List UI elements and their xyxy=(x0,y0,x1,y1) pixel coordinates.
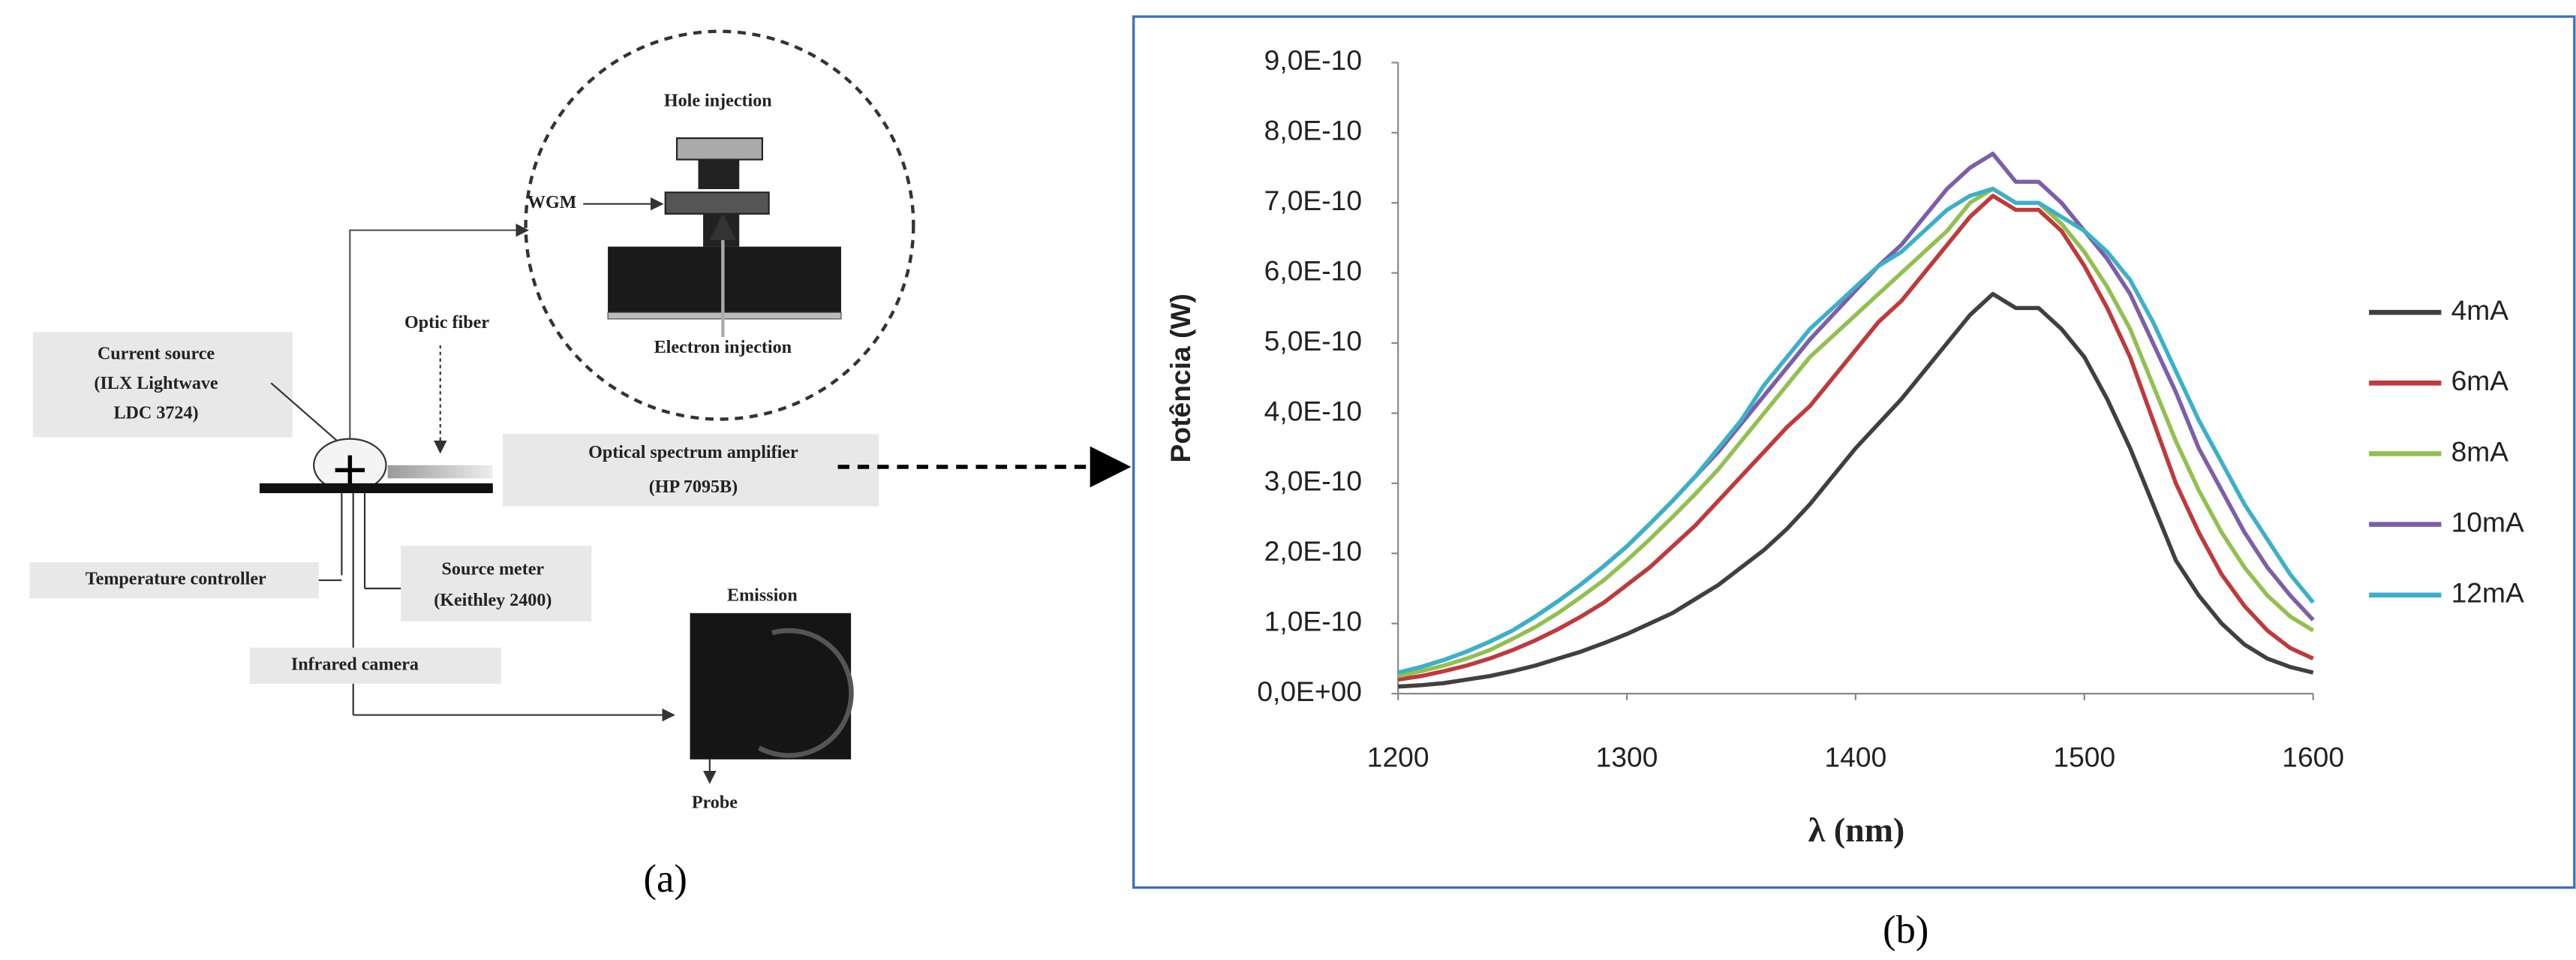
y-tick-label: 4,0E-10 xyxy=(1264,395,1362,426)
label: Emission xyxy=(727,585,798,605)
connector xyxy=(270,382,338,441)
box xyxy=(249,647,501,684)
label: Optic fiber xyxy=(404,313,489,333)
contact xyxy=(675,137,763,161)
line-series xyxy=(1397,186,2315,679)
legend-label: 12mA xyxy=(2451,577,2524,609)
box xyxy=(29,561,319,599)
label: Temperature controller xyxy=(86,570,266,589)
y-tick-label: 9,0E-10 xyxy=(1264,44,1362,76)
y-tick-label: 6,0E-10 xyxy=(1264,254,1362,286)
legend-label: 6mA xyxy=(2451,365,2509,396)
y-tick-label: 0,0E+00 xyxy=(1257,676,1362,707)
fiber xyxy=(387,465,493,479)
caption: (b) xyxy=(1883,908,1928,952)
y-axis-title: Potência (W) xyxy=(1165,293,1196,462)
label: (HP 7095B) xyxy=(649,477,738,497)
box xyxy=(502,434,879,507)
label: Optical spectrum amplifier xyxy=(588,443,798,462)
label: Source meter xyxy=(442,559,545,579)
legend-label: 4mA xyxy=(2451,294,2509,326)
y-tick-label: 3,0E-10 xyxy=(1264,465,1362,497)
y-tick-label: 8,0E-10 xyxy=(1264,115,1362,146)
label: Current source xyxy=(98,345,215,364)
y-tick-label: 5,0E-10 xyxy=(1264,325,1362,357)
label: Electron injection xyxy=(654,338,792,357)
line-series xyxy=(1397,186,2315,675)
connector xyxy=(349,223,529,441)
x-tick-label: 1400 xyxy=(1825,742,1887,773)
x-tick-label: 1300 xyxy=(1596,742,1658,773)
plot: 0,0E+00 1,0E-10 2,0E-10 3,0E-10 4,0E-10 5,0E-… xyxy=(1257,44,2524,772)
emission-image xyxy=(690,612,852,760)
disk xyxy=(664,191,770,215)
plus xyxy=(335,455,365,486)
pillar xyxy=(698,159,740,189)
stage xyxy=(259,483,493,494)
label: (Keithley 2400) xyxy=(434,591,552,610)
y-tick-label: 7,0E-10 xyxy=(1264,185,1362,216)
diagram: Hole injection WGM Electron injection Op… xyxy=(29,29,1132,812)
line-series xyxy=(1398,291,2314,689)
emission-ring xyxy=(757,627,854,758)
y-tick-label: 2,0E-10 xyxy=(1264,535,1362,567)
label: Hole injection xyxy=(664,91,772,110)
legend-label: 8mA xyxy=(2451,435,2509,467)
label: LDC 3724) xyxy=(113,403,198,423)
line-series xyxy=(1397,194,2314,682)
x-tick-label: 1500 xyxy=(2053,742,2115,773)
y-tick-label: 1,0E-10 xyxy=(1264,606,1362,637)
x-axis-title: λ (nm) xyxy=(1808,811,1905,849)
caption: (a) xyxy=(644,857,687,901)
label: WGM xyxy=(528,193,577,212)
x-tick-label: 1200 xyxy=(1367,742,1429,773)
label: Infrared camera xyxy=(291,655,419,674)
label: Probe xyxy=(692,793,738,812)
box xyxy=(32,332,293,438)
label: (ILX Lightwave xyxy=(94,374,218,393)
legend-label: 10mA xyxy=(2451,506,2524,537)
box xyxy=(401,546,592,621)
x-tick-label: 1600 xyxy=(2282,742,2344,773)
